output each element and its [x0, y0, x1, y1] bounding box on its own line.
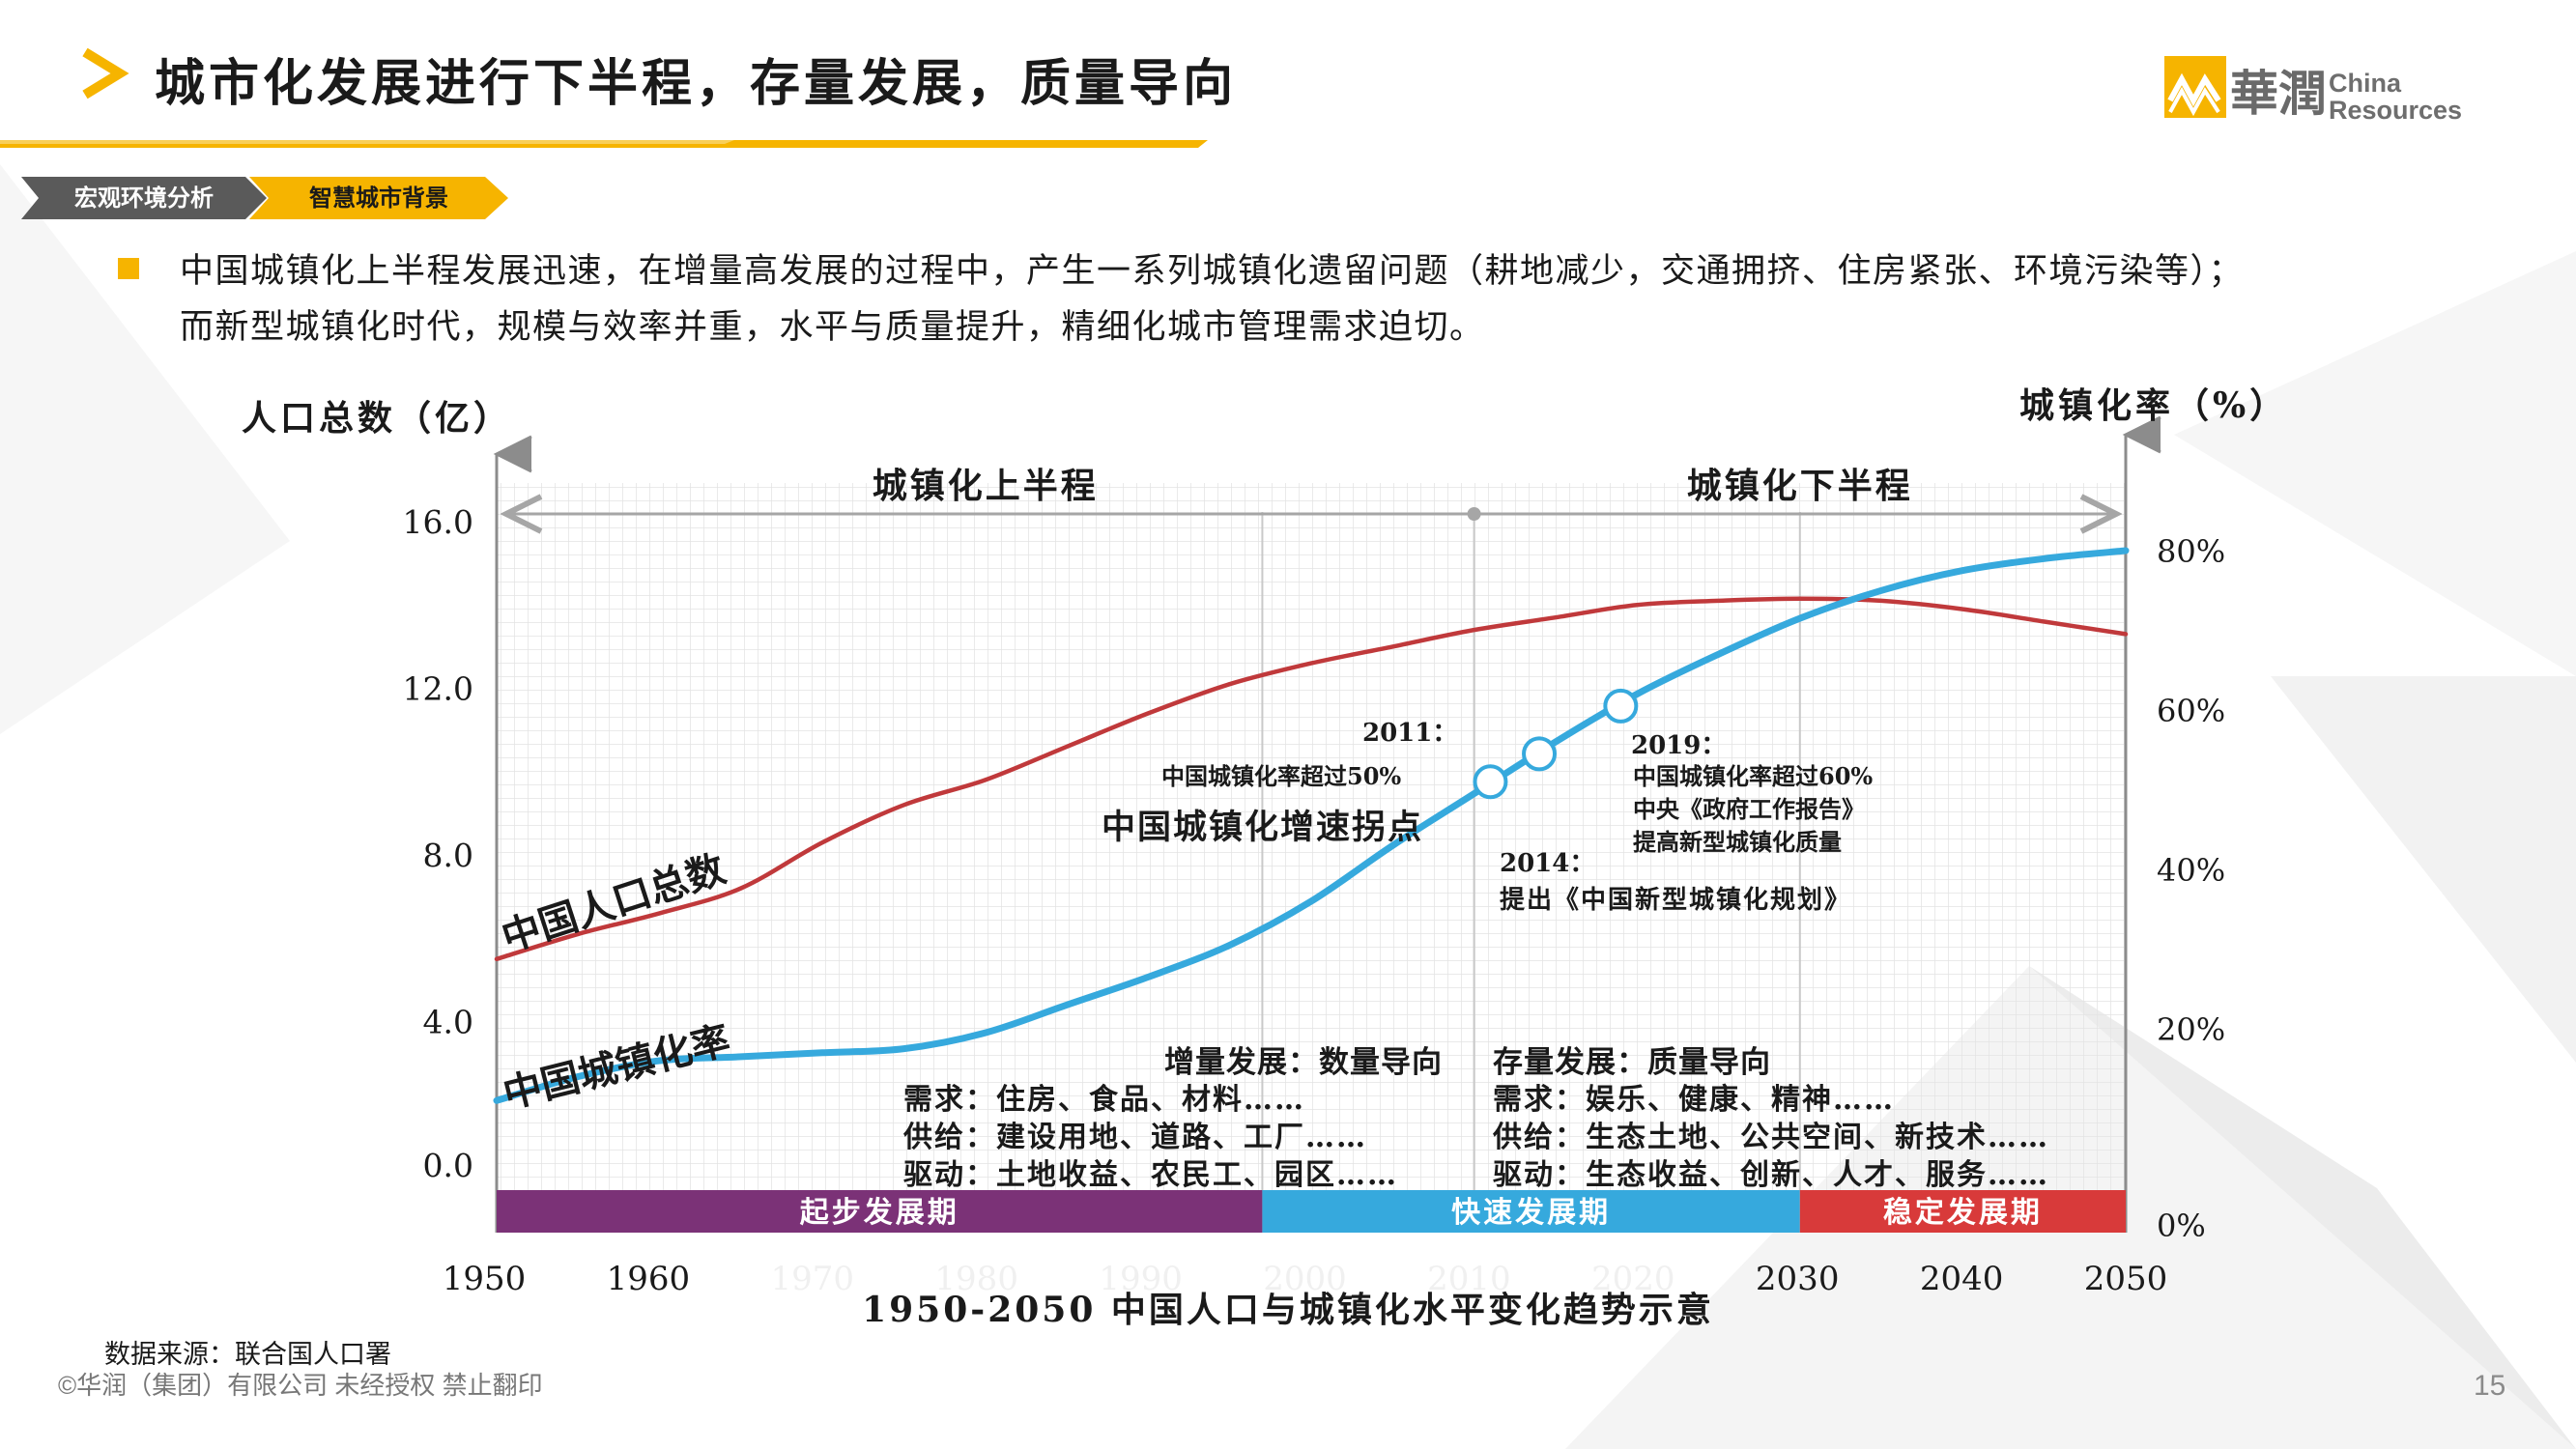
- breadcrumb-label-smart-city: 智慧城市背景: [309, 184, 448, 212]
- y-right-axis-title: 城镇化率（%）: [2019, 385, 2288, 426]
- x-tick-label: 2020: [1591, 1260, 1675, 1298]
- breadcrumb-item-macro[interactable]: 宏观环境分析: [21, 177, 267, 219]
- page-title: 城市化发展进行下半程，存量发展，质量导向: [155, 54, 1238, 113]
- body-line-2: 而新型城镇化时代，规模与效率并重，水平与质量提升，精细化城市管理需求迫切。: [180, 308, 1485, 347]
- breadcrumb-label-macro: 宏观环境分析: [74, 184, 214, 212]
- phase-band: [1262, 1190, 1800, 1233]
- y-left-tick-label: 0.0: [423, 1147, 473, 1184]
- milestone-marker: [1473, 764, 1508, 800]
- body-paragraph: 中国城镇化上半程发展迅速，在增量高发展的过程中，产生一系列城镇化遗留问题（耕地减…: [180, 243, 2479, 355]
- annotation-inflection: 中国城镇化增速拐点: [1102, 808, 1423, 847]
- phase-band: [1799, 1190, 2126, 1233]
- x-tick-label: 1950: [443, 1260, 527, 1298]
- phase-label: 稳定发展期: [1883, 1196, 2043, 1230]
- halves-split-dot: [1467, 507, 1481, 521]
- annotation-2019-line3: 提高新型城镇化质量: [1633, 828, 1842, 856]
- half-label: 城镇化上半程: [873, 466, 1099, 506]
- y-right-tick-label: 20%: [2157, 1011, 2225, 1048]
- annotation-2011-year: 2011：: [1362, 719, 1457, 748]
- body-line-1: 中国城镇化上半程发展迅速，在增量高发展的过程中，产生一系列城镇化遗留问题（耕地减…: [180, 252, 2245, 291]
- milestone-marker: [1603, 688, 1639, 724]
- chart-title: 1950-2050 中国人口与城镇化水平变化趋势示意: [862, 1290, 1714, 1330]
- y-right-tick-label: 0%: [2157, 1208, 2206, 1244]
- x-tick-label: 1980: [934, 1260, 1018, 1298]
- x-tick-label: 2000: [1263, 1260, 1347, 1298]
- phase-band: [497, 1190, 1263, 1233]
- y-right-tick-label: 40%: [2157, 852, 2225, 889]
- annotation-2014-year: 2014：: [1500, 849, 1594, 878]
- x-tick-label: 2010: [1427, 1260, 1511, 1298]
- annotation-2019-year: 2019：: [1631, 731, 1726, 760]
- data-source: 数据来源：联合国人口署: [104, 1340, 391, 1370]
- logo-english-text: China Resources: [2329, 70, 2462, 124]
- china-resources-logo-icon: 華潤: [2164, 56, 2327, 122]
- stock-title: 存量发展：质量导向: [1493, 1045, 1771, 1080]
- stock-demand: 需求：娱乐、健康、精神……: [1493, 1083, 1895, 1117]
- y-left-tick-label: 16.0: [403, 503, 473, 541]
- breadcrumb-item-smart-city[interactable]: 智慧城市背景: [249, 177, 508, 219]
- chevron-right-icon: [82, 47, 129, 99]
- annotation-2019-line1: 中国城镇化率超过60%: [1633, 762, 1873, 790]
- x-tick-label: 2030: [1756, 1260, 1840, 1298]
- y-right-tick-label: 60%: [2157, 693, 2225, 729]
- x-tick-label: 1960: [607, 1260, 691, 1298]
- half-label: 城镇化下半程: [1687, 466, 1913, 506]
- title-underline: [0, 140, 1208, 148]
- copyright-notice: ©华润（集团）有限公司 未经授权 禁止翻印: [58, 1371, 543, 1400]
- y-right-tick-label: 80%: [2157, 533, 2225, 570]
- incremental-title: 增量发展：数量导向: [1164, 1045, 1443, 1080]
- x-tick-label: 1970: [771, 1260, 855, 1298]
- page-number: 15: [2474, 1370, 2506, 1402]
- logo-brand-text: 華潤: [2230, 65, 2327, 122]
- y-left-tick-label: 12.0: [403, 670, 473, 708]
- milestone-marker: [1522, 736, 1558, 772]
- stock-driver: 驱动：生态收益、创新、人才、服务……: [1493, 1158, 2049, 1192]
- x-tick-label: 2040: [1920, 1260, 2004, 1298]
- logo-line-2: Resources: [2329, 96, 2463, 125]
- phase-label: 快速发展期: [1451, 1196, 1611, 1230]
- x-tick-label: 1990: [1099, 1260, 1183, 1298]
- annotation-2019-line2: 中央《政府工作报告》: [1633, 795, 1865, 823]
- logo-line-1: China: [2329, 69, 2402, 98]
- y-left-tick-label: 4.0: [423, 1004, 473, 1041]
- annotation-2011-text: 中国城镇化率超过50%: [1161, 762, 1401, 790]
- urbanization-line: [493, 547, 2130, 1104]
- phase-label: 起步发展期: [800, 1196, 959, 1230]
- x-tick-label: 2050: [2084, 1260, 2168, 1298]
- y-left-axis-title: 人口总数（亿）: [242, 398, 512, 439]
- annotation-2014-text: 提出《中国新型城镇化规划》: [1500, 885, 1851, 915]
- stock-supply: 供给：生态土地、公共空间、新技术……: [1492, 1121, 2049, 1154]
- bullet-marker: [118, 258, 139, 279]
- incremental-demand: 需求：住房、食品、材料……: [903, 1083, 1305, 1117]
- incremental-supply: 供给：建设用地、道路、工厂……: [902, 1121, 1367, 1154]
- incremental-driver: 驱动：土地收益、农民工、园区……: [903, 1158, 1398, 1192]
- y-left-tick-label: 8.0: [423, 837, 473, 874]
